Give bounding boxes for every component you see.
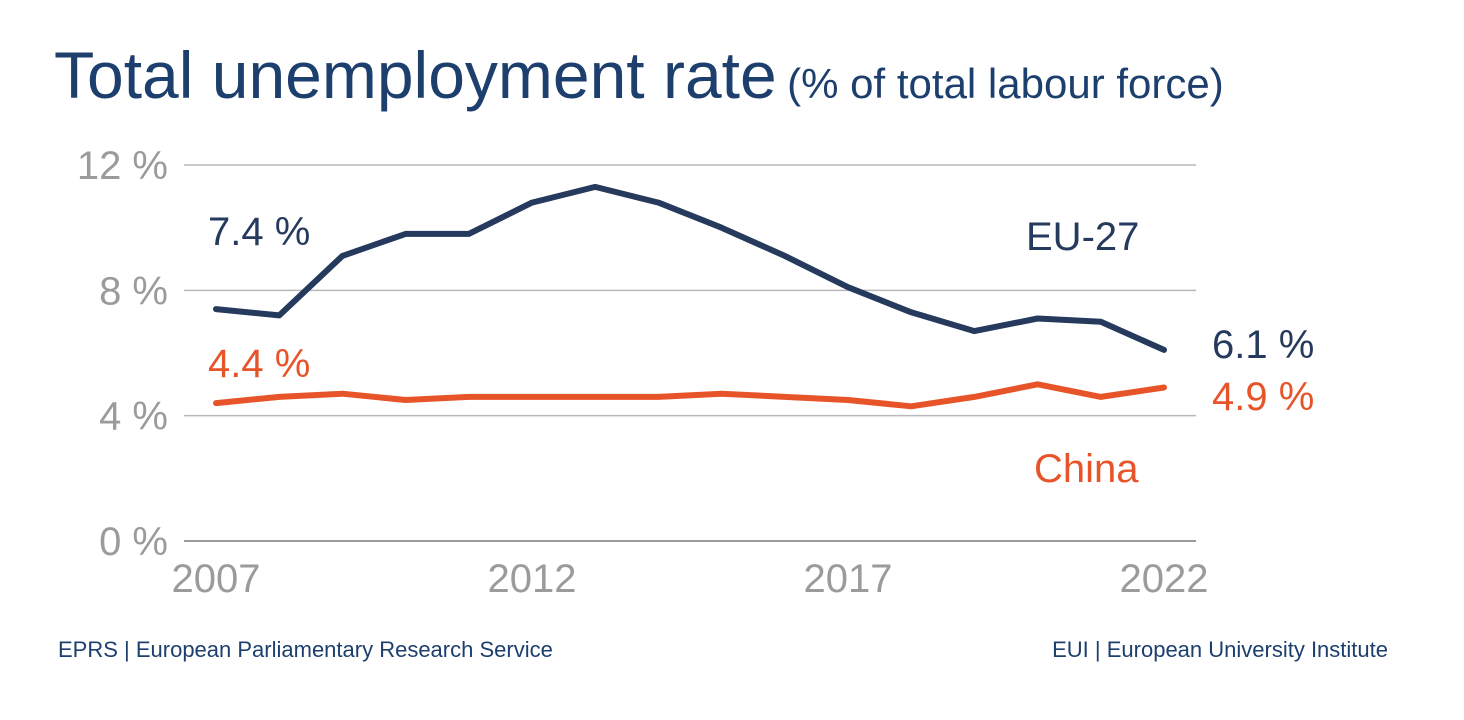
footer-source-eui: EUI | European University Institute xyxy=(1052,637,1388,662)
x-axis-ticks: 2007 2012 2017 2022 xyxy=(172,557,1209,601)
grid-lines xyxy=(184,164,1196,542)
y-tick-label-8: 8 % xyxy=(99,269,168,313)
chart-title-sub: (% of total labour force) xyxy=(787,60,1224,107)
x-tick-label-2007: 2007 xyxy=(172,557,261,601)
y-tick-label-4: 4 % xyxy=(99,395,168,439)
eu-series-label: EU-27 xyxy=(1026,215,1139,259)
eu-start-value-label: 7.4 % xyxy=(208,210,310,254)
chart-title-main: Total unemployment rate xyxy=(54,38,777,112)
footer-source-eprs: EPRS | European Parliamentary Research S… xyxy=(58,637,553,662)
x-tick-label-2022: 2022 xyxy=(1120,557,1209,601)
china-start-value-label: 4.4 % xyxy=(208,342,310,386)
china-end-value-label: 4.9 % xyxy=(1212,375,1314,419)
x-tick-label-2012: 2012 xyxy=(488,557,577,601)
china-series-label: China xyxy=(1034,447,1139,491)
series-lines xyxy=(213,183,1167,410)
eu-end-value-label: 6.1 % xyxy=(1212,323,1314,367)
y-tick-label-0: 0 % xyxy=(99,520,168,564)
series-line-china xyxy=(213,381,1167,410)
annotations: 7.4 % 6.1 % 4.4 % 4.9 % EU-27 China xyxy=(208,210,1314,491)
y-tick-label-12: 12 % xyxy=(77,144,168,188)
x-tick-label-2017: 2017 xyxy=(804,557,893,601)
series-line-eu-27 xyxy=(213,183,1167,353)
chart-title: Total unemployment rate (% of total labo… xyxy=(54,42,1224,108)
y-axis-ticks: 0 % 4 % 8 % 12 % xyxy=(77,144,168,564)
